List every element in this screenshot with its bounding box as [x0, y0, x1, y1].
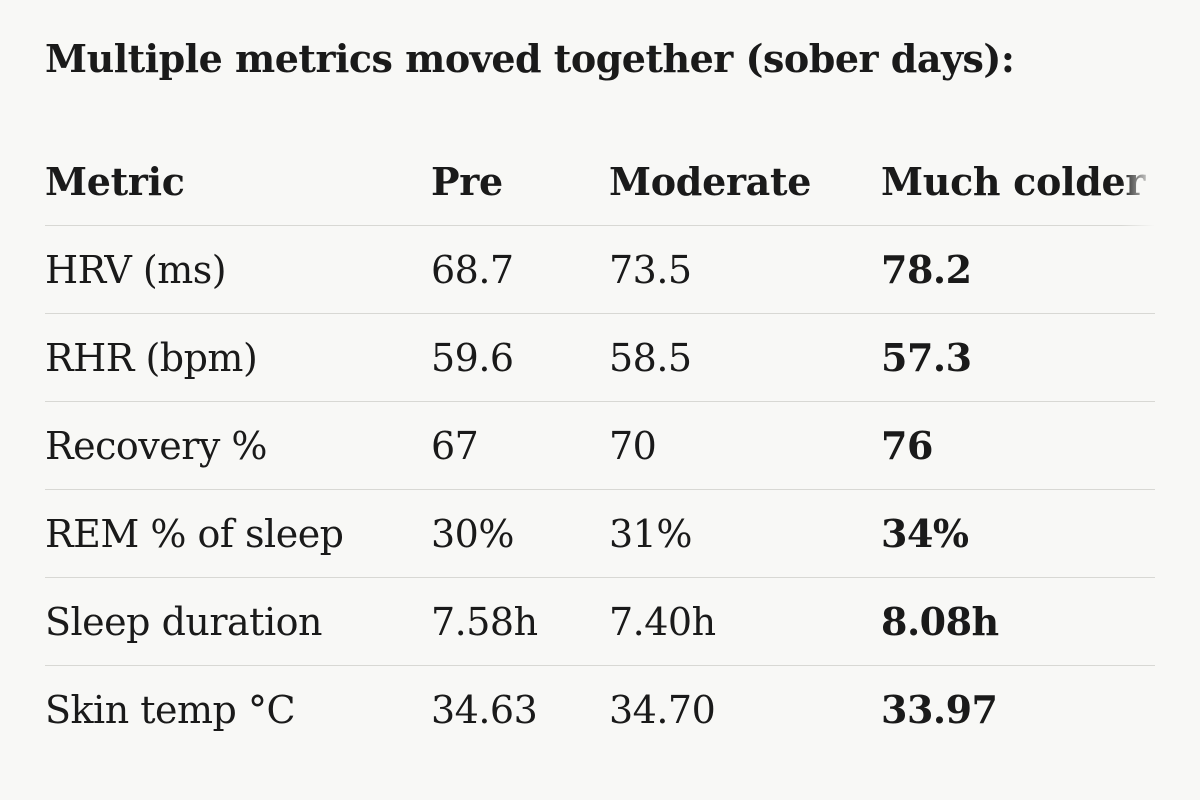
cell-much-colder: 34%: [881, 489, 1155, 578]
header-pre: Pre: [431, 138, 609, 226]
table-row: Recovery % 67 70 76: [45, 401, 1155, 490]
cell-moderate: 70: [609, 401, 881, 490]
cell-moderate: 73.5: [609, 225, 881, 314]
table-row: RHR (bpm) 59.6 58.5 57.3: [45, 313, 1155, 402]
cell-metric: HRV (ms): [45, 225, 431, 314]
cell-pre: 34.63: [431, 687, 538, 732]
header-metric: Metric: [45, 138, 431, 226]
header-much-colder: Much colder: [881, 138, 1155, 226]
table-row: HRV (ms) 68.7 73.5 78.2: [45, 225, 1155, 314]
cell-pre: 68.7: [431, 225, 609, 314]
cell-metric: REM % of sleep: [45, 489, 431, 578]
header-moderate: Moderate: [609, 138, 881, 226]
cell-pre: 59.6: [431, 313, 609, 402]
cell-pre: 30%: [431, 489, 609, 578]
cell-moderate: 31%: [609, 489, 881, 578]
cell-much-colder: 57.3: [881, 313, 1155, 402]
cell-pre: 7.58h: [431, 577, 609, 666]
metrics-table: Metric Pre Moderate Much colder HRV (ms)…: [45, 138, 1155, 753]
table-row: Skin temp °C 34.63 34.70 33.97: [45, 666, 1155, 754]
cell-much-colder: 8.08h: [881, 577, 1155, 666]
page-heading: Multiple metrics moved together (sober d…: [45, 36, 1015, 81]
cell-metric: RHR (bpm): [45, 313, 431, 402]
table-row: REM % of sleep 30% 31% 34%: [45, 489, 1155, 578]
cell-much-colder: 33.97: [881, 687, 998, 732]
cell-pre: 67: [431, 401, 609, 490]
cell-metric: Sleep duration: [45, 577, 431, 666]
cell-moderate: 34.70: [609, 687, 716, 732]
table-header-row: Metric Pre Moderate Much colder: [45, 138, 1155, 226]
cell-much-colder: 78.2: [881, 225, 1155, 314]
table-row: Sleep duration 7.58h 7.40h 8.08h: [45, 577, 1155, 666]
cell-much-colder: 76: [881, 401, 1155, 490]
metrics-table-container: Metric Pre Moderate Much colder HRV (ms)…: [45, 138, 1155, 753]
cell-moderate: 7.40h: [609, 577, 881, 666]
cell-metric: Skin temp °C: [45, 687, 296, 732]
cell-moderate: 58.5: [609, 313, 881, 402]
cell-metric: Recovery %: [45, 401, 431, 490]
